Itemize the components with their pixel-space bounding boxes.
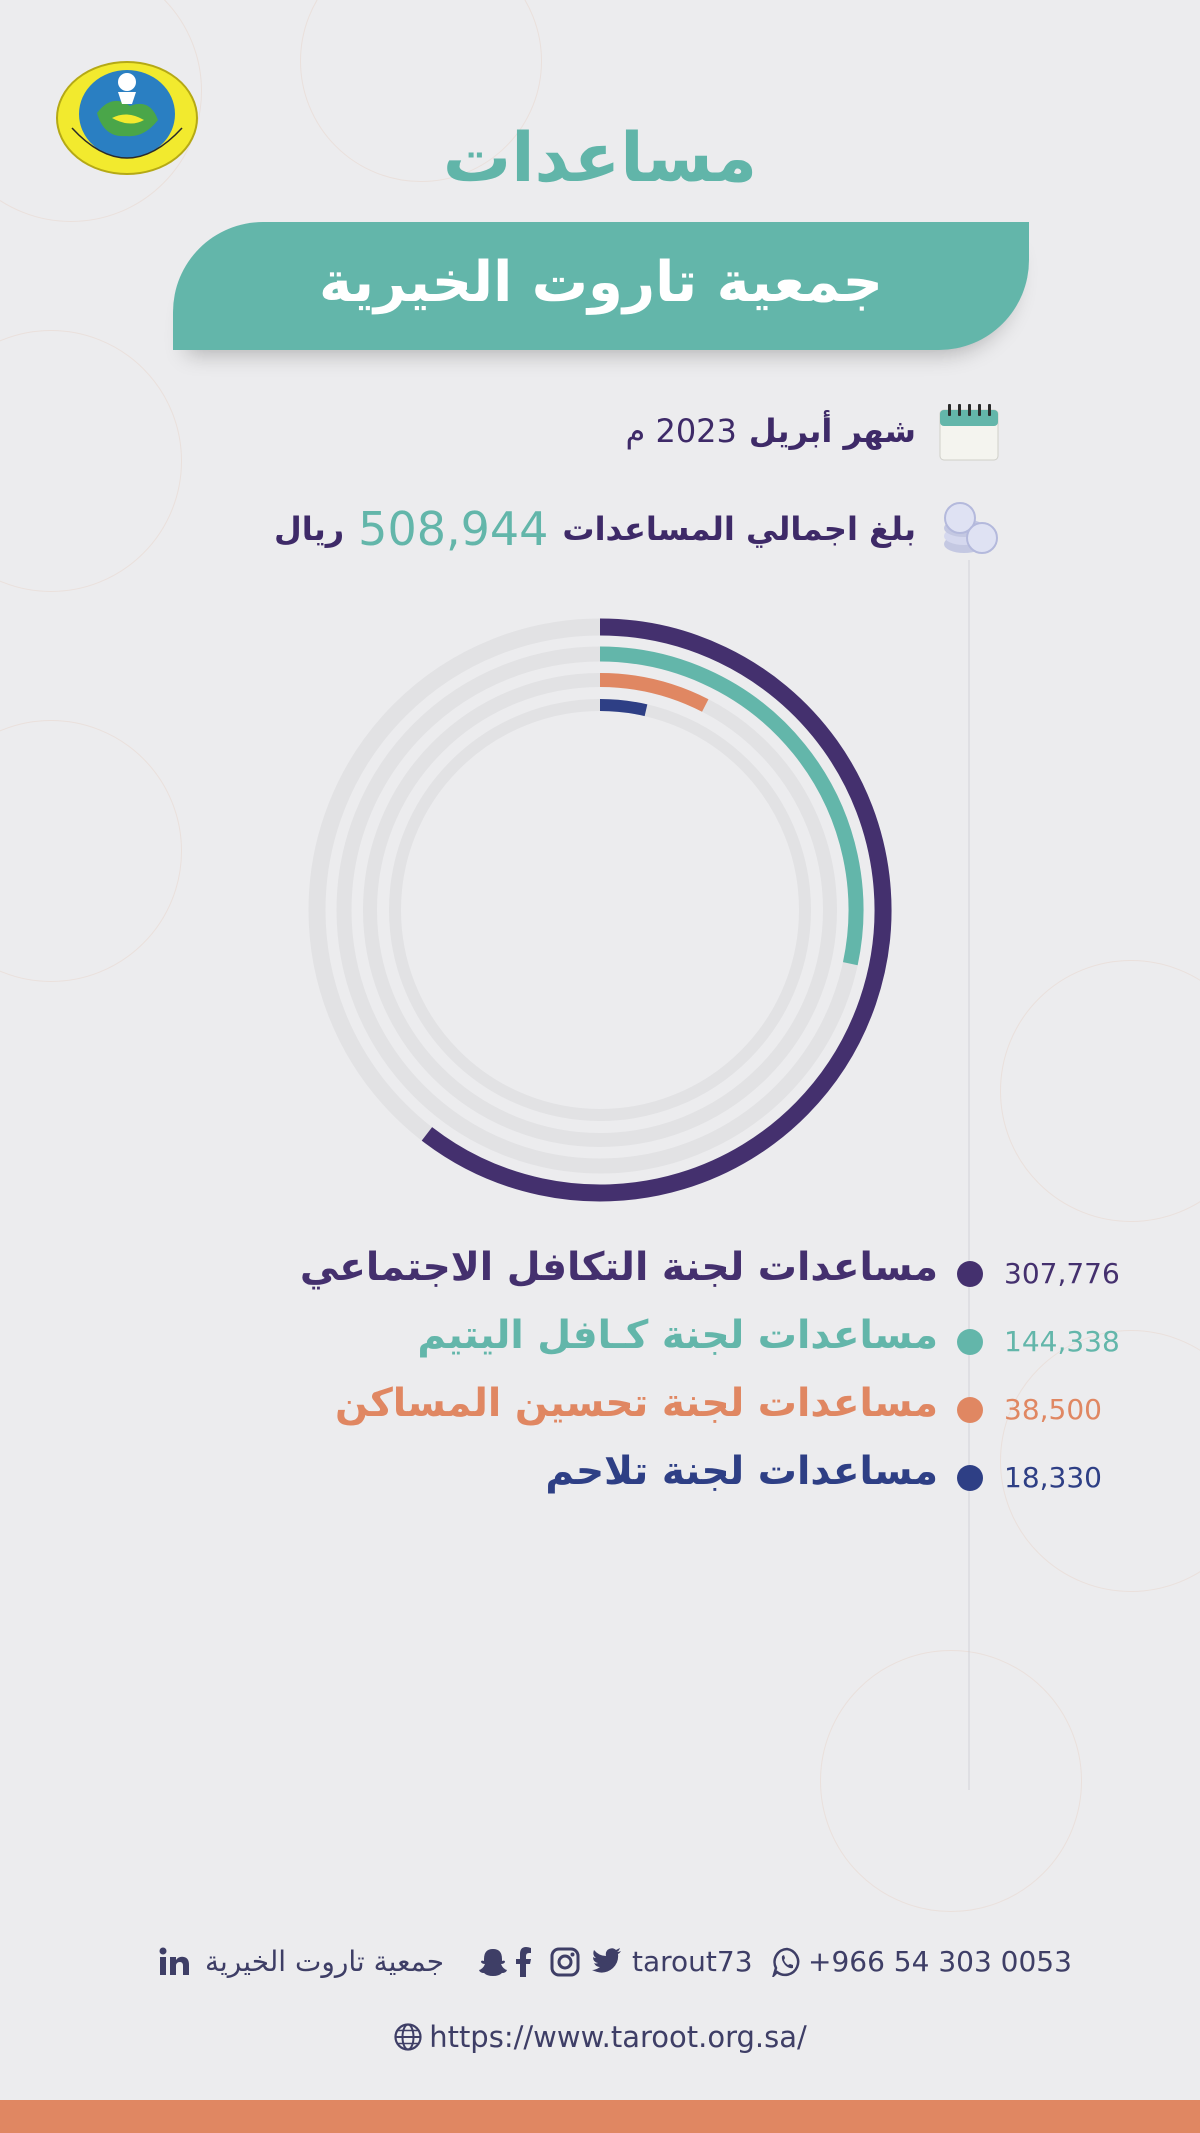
social-footer: جمعية تاروت الخيرية tarout73 +966 54 303… xyxy=(0,1945,1200,1985)
date-row: شهر أبريل 2023 م xyxy=(0,400,1200,462)
month-label: شهر أبريل xyxy=(748,412,916,450)
legend-label: مساعدات لجنة تلاحم xyxy=(545,1449,938,1494)
twitter-icon[interactable] xyxy=(592,1948,622,1974)
organization-logo xyxy=(56,61,198,175)
org-name-handle: جمعية تاروت الخيرية xyxy=(205,1945,445,1978)
calendar-icon xyxy=(939,404,999,461)
total-prefix: بلغ اجمالي المساعدات xyxy=(562,510,916,548)
legend-dot xyxy=(957,1465,983,1491)
legend-value: 144,338 xyxy=(1004,1325,1120,1358)
ring-bar xyxy=(599,699,648,717)
whatsapp-icon[interactable] xyxy=(772,1947,802,1977)
website-link[interactable]: https://www.taroot.org.sa/ xyxy=(429,2020,807,2054)
globe-icon xyxy=(394,2023,422,2051)
facebook-icon[interactable] xyxy=(514,1947,534,1977)
legend-item: مساعدات لجنة تحسين المساكن 38,500 xyxy=(0,1381,1200,1449)
coins-icon xyxy=(944,502,998,554)
legend-value: 307,776 xyxy=(1004,1257,1120,1290)
legend-dot xyxy=(957,1329,983,1355)
total-row: بلغ اجمالي المساعدات 508,944 ريال xyxy=(0,498,1200,560)
instagram-icon[interactable] xyxy=(550,1947,580,1977)
legend-dot xyxy=(957,1397,983,1423)
currency-label: ريال xyxy=(273,510,345,548)
ring-bar xyxy=(599,646,864,966)
banner-text: جمعية تاروت الخيرية xyxy=(319,250,883,315)
website-row: https://www.taroot.org.sa/ xyxy=(0,2020,1200,2054)
bottom-bar xyxy=(0,2100,1200,2133)
legend-item: مساعدات لجنة تلاحم 18,330 xyxy=(0,1449,1200,1517)
legend-value: 38,500 xyxy=(1004,1393,1102,1426)
legend-item: مساعدات لجنة التكافل الاجتماعي 307,776 xyxy=(0,1245,1200,1313)
legend-label: مساعدات لجنة كـافل اليتيم xyxy=(417,1313,938,1358)
ring-bar xyxy=(421,618,892,1202)
year-label: 2023 م xyxy=(625,412,737,450)
social-handle[interactable]: tarout73 xyxy=(632,1945,753,1978)
linkedin-icon[interactable] xyxy=(158,1947,190,1977)
snapchat-icon[interactable] xyxy=(478,1947,508,1977)
legend-value: 18,330 xyxy=(1004,1461,1102,1494)
phone-number[interactable]: +966 54 303 0053 xyxy=(808,1945,1072,1978)
ring-track xyxy=(363,673,837,1147)
legend-label: مساعدات لجنة تحسين المساكن xyxy=(335,1381,938,1426)
ring-bar xyxy=(599,673,709,712)
total-amount: 508,944 xyxy=(358,502,549,556)
radial-bar-chart xyxy=(308,618,892,1202)
ring-track xyxy=(389,699,811,1121)
legend-item: مساعدات لجنة كـافل اليتيم 144,338 xyxy=(0,1313,1200,1381)
title-banner: جمعية تاروت الخيرية xyxy=(173,222,1029,350)
legend-dot xyxy=(957,1261,983,1287)
page-title: مساعدات xyxy=(442,119,758,198)
legend-label: مساعدات لجنة التكافل الاجتماعي xyxy=(299,1245,938,1290)
